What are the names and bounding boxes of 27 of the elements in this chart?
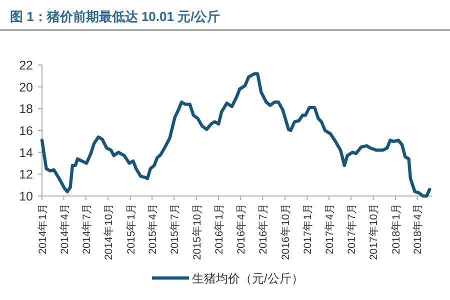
x-tick-label: 2015年4月 [147, 203, 160, 254]
x-tick-label: 2017年1月 [302, 203, 314, 254]
x-tick-label: 2017年7月 [346, 203, 358, 254]
x-tick-label: 2016年1月 [214, 203, 226, 254]
x-tick-label: 2014年10月 [103, 203, 116, 260]
x-tick-label: 2016年10月 [280, 203, 292, 260]
x-tick-label: 2014年4月 [58, 203, 71, 254]
x-tick-label: 2017年4月 [324, 203, 336, 254]
y-tick-label: 16 [19, 124, 34, 138]
x-tick-label: 2018年1月 [390, 203, 402, 254]
y-tick-label: 14 [19, 146, 34, 160]
x-tick-label: 2015年1月 [125, 203, 138, 254]
y-tick-label: 18 [19, 102, 34, 116]
chart-title: 图 1：猪价前期最低达 10.01 元/公斤 [10, 9, 220, 24]
x-tick-label: 2016年7月 [258, 203, 270, 254]
y-tick-label: 10 [19, 190, 34, 204]
y-tick-label: 12 [19, 168, 34, 182]
x-tick-label: 2017年10月 [368, 203, 380, 260]
x-tick-label: 2014年7月 [80, 203, 93, 254]
y-tick-label: 20 [19, 80, 34, 94]
x-tick-label: 2014年1月 [37, 203, 49, 254]
y-tick-label: 22 [19, 58, 34, 72]
legend-label: 生猪均价（元/公斤） [192, 272, 304, 286]
x-tick-label: 2015年10月 [191, 203, 204, 260]
x-tick-label: 2015年7月 [169, 203, 182, 254]
x-tick-label: 2018年4月 [412, 203, 424, 254]
x-tick-label: 2016年4月 [236, 203, 248, 254]
